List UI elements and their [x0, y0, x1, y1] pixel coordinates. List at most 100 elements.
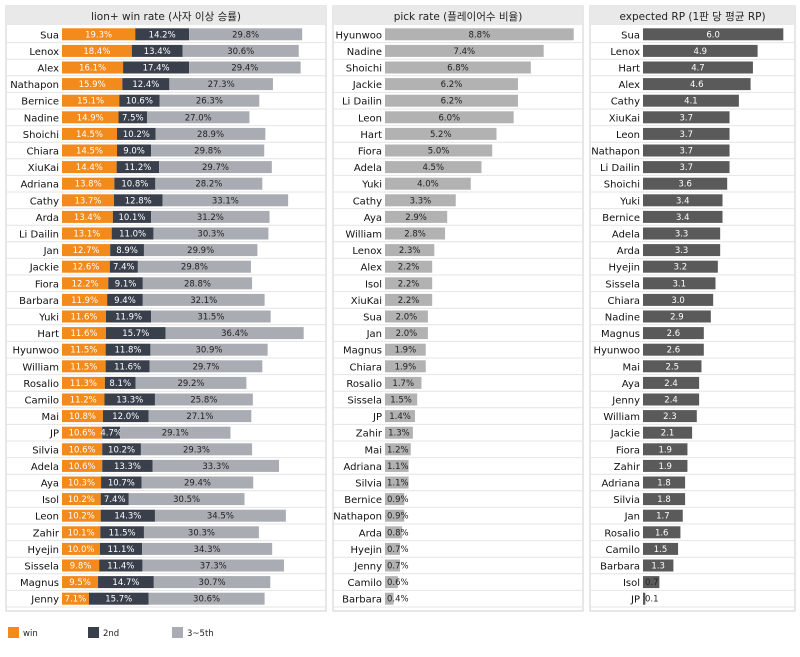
bar: [385, 61, 531, 74]
data-label: 29.3%: [183, 445, 210, 455]
data-label: 3.7: [680, 130, 694, 140]
panel-3-title: expected RP (1판 당 평균 RP): [619, 11, 765, 23]
data-label: 3.7: [680, 163, 694, 173]
data-label: 29.9%: [187, 246, 214, 256]
legend-label-win: win: [23, 629, 38, 639]
data-label: 10.2%: [68, 495, 95, 505]
bar: [643, 559, 674, 572]
bar-segment-2nd: [106, 327, 166, 340]
category-label: Silvia: [355, 479, 382, 490]
bar-segment-win: [62, 277, 109, 290]
data-label: 1.3: [651, 562, 665, 572]
data-label: 1.1%: [387, 462, 409, 472]
data-label: 9.1%: [115, 279, 137, 289]
bar-segment-win: [62, 410, 103, 423]
data-label: 15.7%: [122, 329, 149, 339]
bar: [643, 526, 681, 539]
category-label: Cathy: [353, 196, 382, 207]
category-label: XiuKai: [609, 113, 640, 124]
data-label: 3.3%: [410, 196, 432, 206]
category-label: Sua: [40, 30, 59, 41]
data-label: 3.7: [680, 147, 694, 157]
bar: [643, 28, 784, 41]
data-label: 11.5%: [109, 528, 136, 538]
bar: [643, 376, 700, 389]
category-label: Fiora: [616, 445, 640, 456]
bar-segment-35th: [135, 376, 247, 389]
bar: [643, 210, 723, 223]
bar-segment-win: [62, 144, 118, 157]
category-label: Fiora: [358, 147, 382, 158]
category-label: JP: [372, 412, 382, 423]
bar: [643, 244, 721, 257]
bar: [643, 44, 758, 57]
category-label: Li Dailin: [600, 163, 640, 174]
data-label: 19.3%: [85, 30, 112, 40]
bar: [643, 127, 730, 140]
data-label: 29.4%: [184, 479, 211, 489]
category-label: Sissela: [605, 279, 640, 290]
category-label: Mai: [41, 412, 59, 423]
bar: [643, 443, 688, 456]
category-label: Cathy: [611, 97, 640, 108]
bar-segment-2nd: [102, 426, 121, 439]
bar: [643, 592, 646, 605]
bar: [385, 177, 471, 190]
data-label: 10.8%: [121, 180, 148, 190]
data-label: 1.1%: [387, 479, 409, 489]
category-label: Sua: [621, 30, 640, 41]
bar-segment-2nd: [99, 542, 143, 555]
data-label: 30.6%: [193, 595, 220, 605]
bar-segment-win: [62, 327, 107, 340]
data-label: 2.9: [670, 313, 684, 323]
bar-segment-2nd: [102, 443, 141, 456]
data-label: 11.6%: [70, 313, 97, 323]
data-label: 13.4%: [144, 47, 171, 57]
category-label: Arda: [36, 213, 59, 224]
data-label: 3.3: [675, 246, 689, 256]
category-label: Adela: [31, 462, 59, 473]
category-label: Barbara: [342, 595, 382, 606]
bar-segment-35th: [143, 526, 259, 539]
bar-segment-2nd: [101, 476, 142, 489]
data-label: 1.9: [658, 445, 672, 455]
data-label: 15.7%: [105, 595, 132, 605]
data-label: 7.4%: [454, 47, 476, 57]
data-label: 2.6: [667, 346, 681, 356]
data-label: 12.7%: [73, 246, 100, 256]
data-label: 34.5%: [207, 512, 234, 522]
data-label: 29.7%: [202, 163, 229, 173]
bar: [385, 227, 446, 240]
bar-segment-35th: [151, 310, 271, 323]
data-label: 27.3%: [208, 80, 235, 90]
bar-segment-35th: [162, 194, 289, 207]
bar-segment-2nd: [131, 44, 183, 57]
data-label: 10.1%: [68, 528, 95, 538]
data-label: 6.8%: [447, 64, 469, 74]
bar-segment-2nd: [113, 194, 163, 207]
bar-segment-win: [62, 61, 124, 74]
category-label: William: [603, 412, 640, 423]
bar-segment-win: [62, 526, 101, 539]
bar-segment-win: [62, 559, 100, 572]
data-label: 14.5%: [76, 147, 103, 157]
bar-segment-2nd: [100, 493, 129, 506]
category-label: Sua: [363, 313, 382, 324]
data-label: 13.3%: [116, 396, 143, 406]
bar-segment-win: [62, 94, 120, 107]
category-label: Hyunwoo: [12, 346, 59, 357]
category-label: Li Dailin: [19, 230, 59, 241]
data-label: 2.4: [664, 396, 678, 406]
bar-segment-win: [62, 161, 117, 174]
data-label: 31.5%: [197, 313, 224, 323]
data-label: 6.0: [706, 30, 720, 40]
category-label: Alex: [618, 80, 640, 91]
data-label: 30.7%: [199, 578, 226, 588]
data-label: 28.8%: [184, 279, 211, 289]
bar: [643, 327, 704, 340]
category-label: Aya: [622, 379, 640, 390]
category-label: JP: [49, 429, 59, 440]
data-label: 12.2%: [72, 279, 99, 289]
